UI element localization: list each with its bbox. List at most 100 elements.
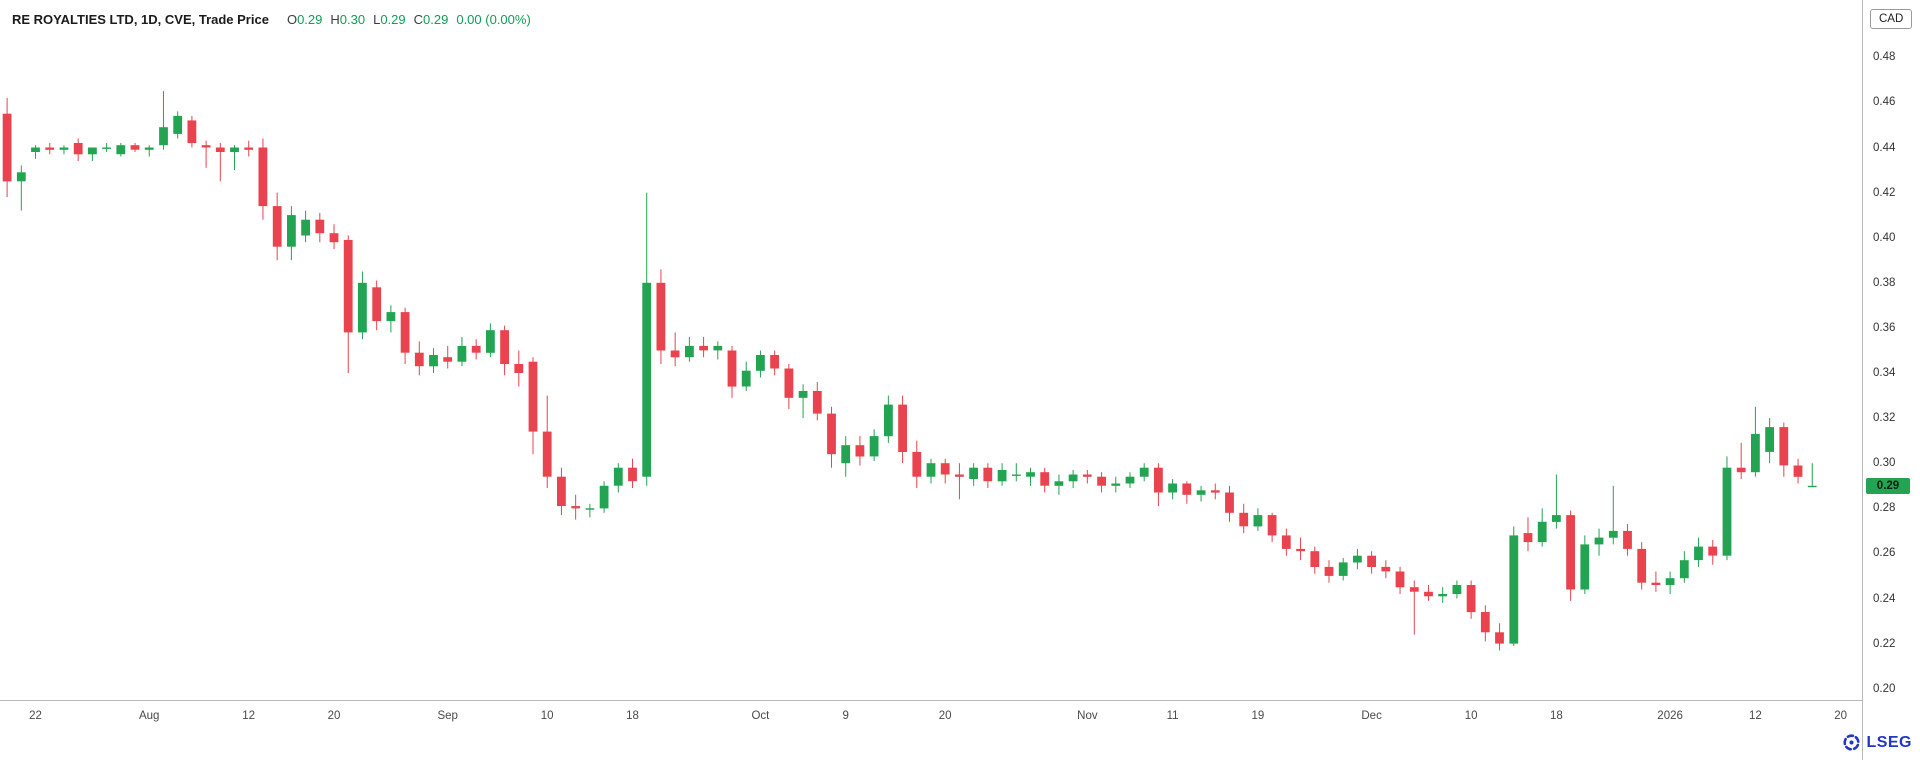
candlestick bbox=[869, 429, 879, 461]
low-label: L bbox=[373, 12, 381, 27]
candlestick bbox=[656, 269, 666, 364]
candlestick bbox=[812, 382, 822, 421]
candlestick bbox=[1054, 474, 1064, 495]
candlestick bbox=[514, 350, 524, 387]
candlestick bbox=[343, 235, 353, 373]
time-tick-label: 9 bbox=[842, 710, 849, 722]
candlestick bbox=[898, 395, 907, 464]
candlestick bbox=[855, 436, 865, 466]
candlestick bbox=[315, 212, 325, 243]
price-tick-label: 0.48 bbox=[1873, 51, 1896, 64]
candlestick bbox=[1111, 476, 1121, 493]
candlestick-plot[interactable] bbox=[0, 0, 1862, 700]
candlestick bbox=[1168, 479, 1177, 500]
candlestick bbox=[713, 341, 723, 360]
candlestick bbox=[1736, 442, 1746, 479]
candlestick bbox=[102, 143, 111, 152]
candlestick bbox=[1594, 528, 1604, 556]
price-chart-pane[interactable]: RE ROYALTIES LTD, 1D, CVE, Trade Price O 0… bbox=[0, 0, 1862, 700]
candlestick bbox=[1154, 463, 1163, 507]
candlestick bbox=[1765, 418, 1774, 464]
price-tick-label: 0.44 bbox=[1873, 141, 1896, 154]
candlestick bbox=[1751, 406, 1760, 477]
candlestick bbox=[1424, 585, 1433, 601]
candlestick bbox=[187, 115, 197, 148]
candlestick bbox=[16, 165, 26, 211]
candlestick bbox=[1793, 458, 1803, 484]
time-axis[interactable]: 22 Aug 12 20 Sep 10 18 Oct 9 20 Nov 11 19 Dec 10 18 2026… bbox=[0, 700, 1862, 760]
candlestick bbox=[1267, 512, 1277, 543]
high-value: 0.30 bbox=[339, 12, 366, 27]
time-tick-label: 20 bbox=[1834, 710, 1848, 722]
candlestick bbox=[955, 463, 964, 500]
time-tick-label: 12 bbox=[242, 710, 256, 722]
candlestick bbox=[372, 280, 382, 331]
candlestick bbox=[727, 345, 737, 398]
time-tick-label: 10 bbox=[540, 710, 554, 722]
lseg-emblem-icon bbox=[1843, 734, 1861, 751]
time-tick-label: 2026 bbox=[1657, 710, 1683, 722]
candlestick bbox=[414, 341, 424, 376]
candlestick bbox=[1353, 548, 1362, 570]
candlestick bbox=[1011, 463, 1021, 482]
candlestick bbox=[613, 463, 623, 493]
time-tick-label: Nov bbox=[1077, 710, 1098, 722]
candlestick bbox=[116, 143, 126, 157]
candlestick bbox=[1452, 580, 1462, 599]
symbol-title: RE ROYALTIES LTD, 1D, CVE, Trade Price bbox=[12, 12, 269, 27]
candlestick bbox=[1068, 470, 1078, 488]
candlestick bbox=[1552, 474, 1561, 529]
candlestick bbox=[585, 503, 595, 518]
lseg-wordmark: LSEG bbox=[1866, 733, 1912, 751]
candlestick bbox=[1338, 557, 1348, 581]
candlestick bbox=[1466, 580, 1476, 619]
candlestick bbox=[1523, 517, 1533, 552]
open-label: O bbox=[286, 12, 298, 27]
candlestick bbox=[827, 406, 836, 468]
candlestick bbox=[329, 224, 339, 249]
candlestick bbox=[1182, 481, 1192, 504]
lseg-logo: LSEG bbox=[1842, 733, 1912, 752]
candlestick bbox=[1026, 467, 1035, 486]
candlestick bbox=[542, 395, 552, 488]
time-tick-label: 11 bbox=[1166, 710, 1179, 722]
candlestick bbox=[386, 305, 396, 333]
candlestick bbox=[1651, 571, 1661, 592]
candlestick bbox=[272, 192, 282, 261]
price-axis[interactable]: CAD 0.29 0.48 0.46 0.44 0.42 0.40 0.38 0.36 0.3… bbox=[1862, 0, 1920, 760]
candlestick bbox=[1196, 485, 1206, 502]
time-tick-label: 19 bbox=[1251, 710, 1265, 722]
candlestick bbox=[486, 323, 495, 358]
price-tick-label: 0.32 bbox=[1873, 412, 1896, 425]
price-tick-label: 0.42 bbox=[1873, 186, 1896, 199]
candlestick bbox=[1395, 566, 1405, 594]
candlestick bbox=[1580, 535, 1590, 594]
candlestick bbox=[1225, 485, 1234, 522]
price-tick-label: 0.38 bbox=[1873, 276, 1896, 289]
time-tick-label: Sep bbox=[437, 710, 458, 722]
candlestick bbox=[500, 325, 509, 376]
time-tick-label: Oct bbox=[751, 710, 770, 722]
candlestick bbox=[1708, 539, 1718, 565]
candlestick bbox=[798, 384, 808, 419]
candlestick bbox=[400, 307, 410, 364]
candlestick bbox=[1381, 560, 1391, 579]
candlestick bbox=[1694, 537, 1703, 567]
time-tick-label: 18 bbox=[1549, 710, 1563, 722]
time-tick-label: 12 bbox=[1748, 710, 1762, 722]
candlestick bbox=[1537, 508, 1547, 547]
candlestick bbox=[1097, 472, 1106, 493]
candlestick bbox=[1807, 463, 1817, 488]
candlestick bbox=[642, 192, 652, 486]
price-tick-label: 0.22 bbox=[1873, 637, 1896, 650]
time-tick-label: 20 bbox=[938, 710, 952, 722]
candlestick bbox=[756, 350, 765, 378]
candlestick bbox=[969, 463, 978, 486]
candlestick bbox=[230, 145, 239, 170]
candlestick bbox=[1623, 524, 1632, 556]
candlestick bbox=[741, 361, 751, 391]
candlestick bbox=[173, 111, 183, 139]
candlestick bbox=[1779, 422, 1789, 477]
candlestick bbox=[443, 345, 453, 369]
low-value: 0.29 bbox=[380, 12, 406, 27]
